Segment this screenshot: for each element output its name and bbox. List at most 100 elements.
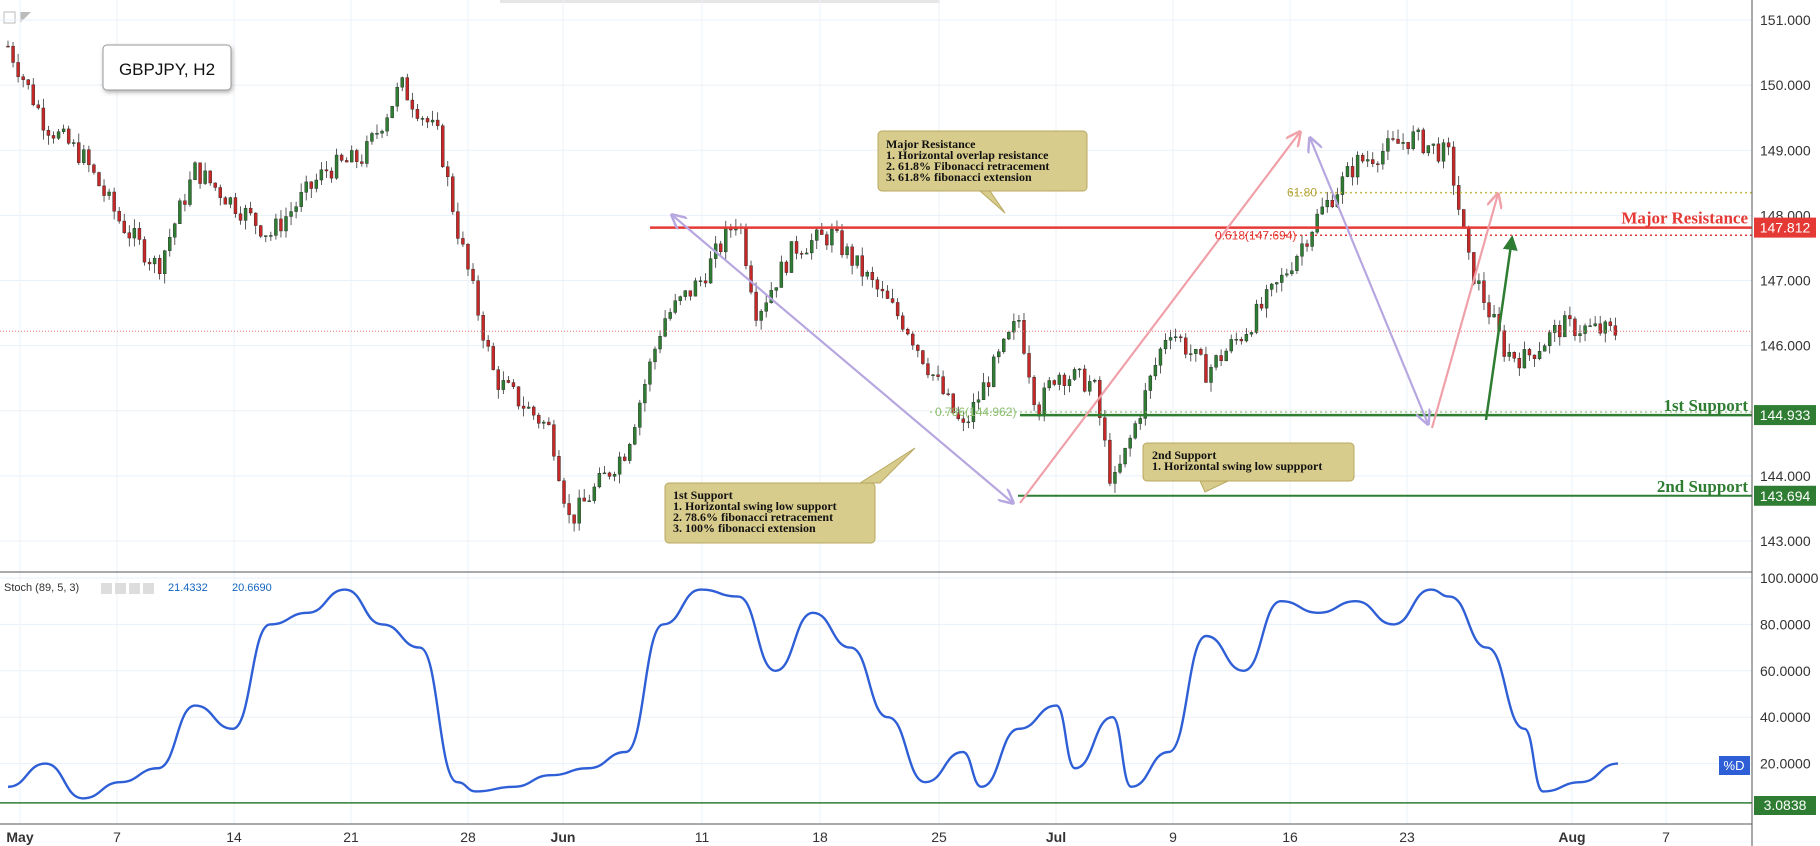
candle (390, 105, 394, 118)
candle (350, 150, 354, 163)
candle (612, 474, 617, 477)
candle (1613, 325, 1618, 336)
eye-icon[interactable] (101, 583, 112, 594)
candle (1537, 351, 1542, 360)
candle (309, 181, 313, 189)
candle (446, 166, 450, 177)
candle (1320, 206, 1324, 215)
candle (511, 382, 516, 387)
candle (157, 257, 162, 275)
candle (415, 109, 420, 119)
candle (1118, 463, 1122, 473)
candle (582, 497, 586, 502)
candle (1062, 374, 1067, 386)
trend-arrow (1484, 235, 1518, 421)
candle (198, 162, 202, 184)
candle (764, 302, 768, 312)
candle (173, 223, 177, 238)
stoch-d-tag: %D (1719, 756, 1750, 775)
candle (1598, 323, 1602, 334)
price-tick-label: 151.000 (1760, 12, 1811, 28)
candle (1254, 303, 1259, 333)
candle (1002, 338, 1006, 352)
candle (542, 421, 546, 424)
candle (107, 191, 111, 196)
candle (1204, 354, 1208, 383)
candle (840, 230, 844, 256)
candle (1280, 274, 1284, 283)
indicator-d-value: 20.6690 (232, 582, 272, 594)
candle (1583, 325, 1587, 334)
candle (754, 291, 758, 321)
candle (961, 418, 966, 423)
candle (976, 399, 981, 403)
candle (380, 130, 384, 134)
candle (931, 374, 935, 377)
candle (547, 421, 551, 425)
candle (865, 272, 869, 277)
candle (1547, 332, 1552, 346)
candle (496, 369, 501, 390)
candle (688, 290, 693, 297)
candle (1426, 145, 1431, 154)
x-tick-label: 18 (812, 829, 828, 845)
candle (1512, 352, 1516, 359)
candle (981, 382, 986, 400)
settings-icon[interactable] (115, 583, 126, 594)
candle (289, 211, 293, 217)
minimize-icon[interactable] (3, 11, 16, 24)
candle (466, 244, 470, 270)
candle (1214, 355, 1218, 368)
candle (137, 228, 142, 240)
candle (1431, 143, 1436, 146)
candle (1219, 355, 1223, 362)
candle (218, 187, 222, 198)
candle (46, 129, 51, 136)
candle (147, 261, 152, 265)
stoch-level-tag: 3.0838 (1754, 796, 1816, 815)
candle (1234, 339, 1238, 341)
candle (461, 238, 465, 245)
x-tick-label: Aug (1558, 829, 1585, 845)
candle (1492, 314, 1496, 318)
candle (1229, 339, 1233, 352)
candle (1133, 423, 1137, 439)
x-tick-label: 25 (931, 829, 947, 845)
add-icon[interactable] (129, 583, 140, 594)
candle (911, 333, 915, 346)
candle (1082, 368, 1087, 392)
candle (1482, 280, 1486, 303)
callout-line: 3. 100% fibonacci extension (673, 521, 816, 535)
svg-text:144.933: 144.933 (1760, 407, 1811, 423)
candle (269, 235, 273, 237)
candle (1057, 374, 1062, 385)
candle (375, 133, 379, 135)
candle (572, 514, 576, 524)
candle (1173, 336, 1178, 338)
candle (1027, 353, 1031, 378)
candle (127, 232, 132, 239)
second-support-label: 2nd Support (1657, 477, 1749, 496)
candle (531, 406, 536, 416)
candle (794, 241, 799, 254)
candle (1355, 154, 1360, 178)
price-tick-label: 149.000 (1760, 142, 1811, 158)
candle (607, 472, 612, 477)
candle (61, 128, 66, 132)
fib-618-top-label: 61.80 (1287, 186, 1317, 200)
x-tick-label: 23 (1399, 829, 1415, 845)
candle (1568, 315, 1572, 320)
candle (1371, 159, 1375, 164)
close-icon[interactable] (143, 583, 154, 594)
candle (410, 99, 415, 110)
candle (820, 229, 824, 235)
candle (223, 197, 228, 205)
candle (1224, 350, 1228, 362)
candle (845, 246, 849, 256)
candle (168, 237, 172, 251)
candle (1108, 439, 1112, 484)
candle (213, 182, 217, 188)
candle (339, 154, 344, 161)
candle (259, 225, 263, 237)
